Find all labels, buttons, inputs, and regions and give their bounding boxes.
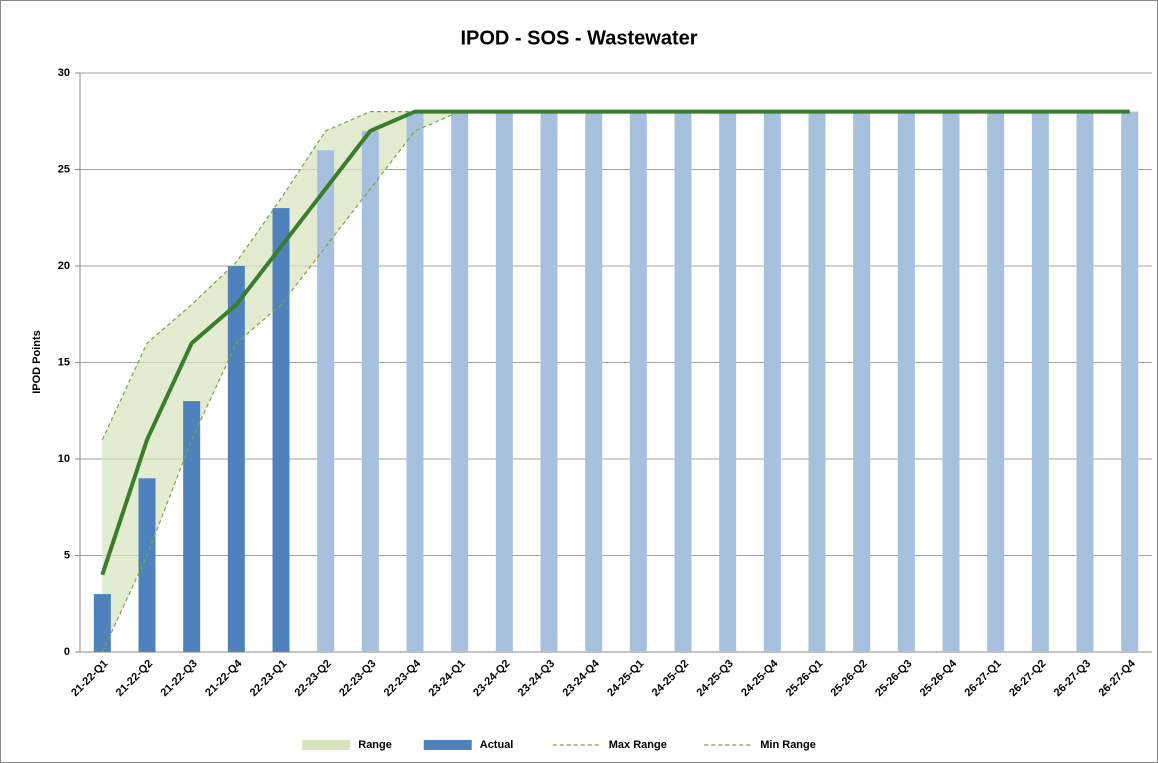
bar [585, 111, 603, 653]
y-tick-label: 30 [58, 67, 70, 79]
bar [987, 111, 1005, 653]
legend-label: Min Range [760, 739, 816, 751]
y-tick-label: 25 [58, 163, 70, 175]
legend-label: Range [358, 739, 392, 751]
bar [183, 401, 201, 652]
bar [227, 266, 245, 652]
chart-title: IPOD - SOS - Wastewater [460, 27, 697, 49]
y-axis-label: IPOD Points [31, 330, 43, 394]
legend-swatch [302, 740, 351, 750]
legend-swatch [423, 740, 472, 750]
bar [942, 111, 960, 653]
target-line [100, 109, 1130, 576]
bar [763, 111, 781, 653]
bar [272, 208, 290, 652]
y-tick-label: 5 [64, 549, 70, 561]
bar [93, 594, 111, 652]
y-tick-label: 15 [58, 356, 70, 368]
bar [1121, 111, 1139, 653]
bar [674, 111, 692, 653]
bar [719, 111, 737, 653]
y-tick-label: 20 [58, 260, 70, 272]
legend-label: Max Range [609, 739, 667, 751]
bar [495, 111, 513, 653]
bar [361, 130, 379, 652]
legend-label: Actual [480, 739, 514, 751]
bar [629, 111, 647, 653]
bar [1076, 111, 1094, 653]
bar [451, 111, 469, 653]
bar [138, 478, 156, 652]
bar [406, 111, 424, 653]
y-tick-label: 10 [58, 453, 70, 465]
bar [853, 111, 871, 653]
bar [1031, 111, 1049, 653]
y-tick-label: 0 [64, 646, 70, 658]
bar [317, 150, 335, 652]
bar [540, 111, 558, 653]
bar [808, 111, 826, 653]
bar [897, 111, 915, 653]
